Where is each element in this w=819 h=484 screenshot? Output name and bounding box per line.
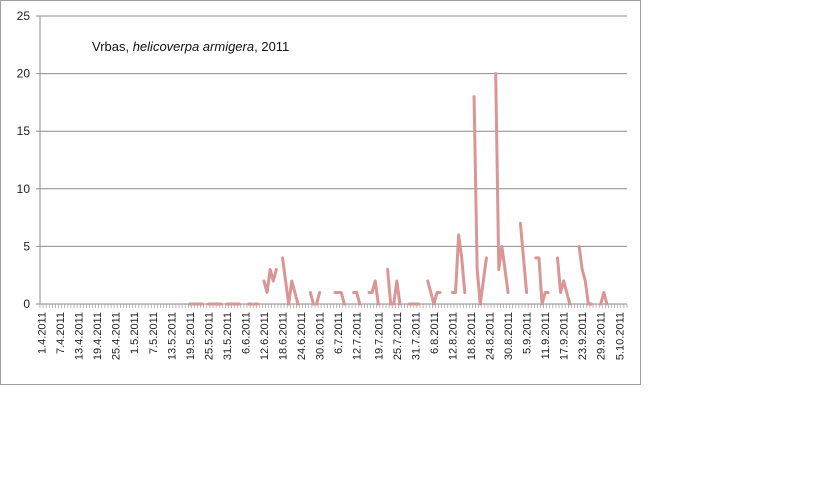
x-tick-label: 7.4.2011 [55,312,67,354]
series-line-segment [426,279,442,306]
y-tick-label: 25 [17,9,31,23]
series-line-segment [494,72,510,294]
series-line-segment [281,256,300,306]
series-line-segment [386,267,402,306]
series-line-segment [518,221,529,294]
x-tick-label: 23.9.2011 [577,312,589,360]
x-tick-label: 30.6.2011 [315,312,327,360]
x-tick-label: 12.8.2011 [447,312,459,360]
series-line-segment [262,267,278,294]
x-tick-label: 25.7.2011 [392,312,404,360]
x-tick-label: 25.5.2011 [203,312,215,360]
x-tick-label: 13.5.2011 [166,312,178,360]
y-tick-label: 5 [23,239,30,253]
x-tick-labels: 1.4.2011 7.4.2011 13.4.2011 19.4.2011 25.4.2… [37,312,627,360]
x-tick-label: 1.5.2011 [129,312,141,354]
chart-area [0,0,641,385]
x-tick-label: 18.6.2011 [278,312,290,360]
x-tick-label: 24.8.2011 [485,312,497,360]
series-line-segment [555,256,572,306]
y-tick-label: 10 [17,182,31,196]
y-tick-labels: 0 5 10 15 20 25 [17,9,31,311]
series-line-segment [577,244,593,306]
x-tick-label: 12.7.2011 [352,312,364,360]
series-line-segment [333,290,346,306]
title-species: helicoverpa armigera [133,39,254,54]
x-tick-label: 29.9.2011 [596,312,608,360]
series-line-segment [450,233,467,294]
title-prefix: Vrbas, [92,39,133,54]
series-line-segment [534,256,550,306]
x-tick-label: 1.4.2011 [37,312,49,354]
series-line-segment [472,95,488,306]
gridlines [40,15,627,247]
x-tick-label: 24.6.2011 [296,312,308,360]
y-tick-label: 15 [17,124,31,138]
series-line-segment [315,290,322,306]
x-tick-label: 7.5.2011 [148,312,160,354]
y-tick-label: 0 [23,297,30,311]
series-line-segment [367,279,380,306]
x-tick-label: 18.8.2011 [466,312,478,360]
x-tick-label: 6.7.2011 [333,312,345,354]
x-tick-label: 12.6.2011 [259,312,271,360]
x-tick-label: 13.4.2011 [74,312,86,360]
series-line-segment [308,290,315,306]
x-tick-label: 30.8.2011 [503,312,515,360]
series-line [188,72,609,306]
x-tick-label: 25.4.2011 [111,312,123,360]
axes [36,15,628,308]
chart-title: Vrbas, helicoverpa armigera, 2011 [92,39,289,54]
x-tick-label: 6.8.2011 [429,312,441,354]
x-tick-label: 19.7.2011 [373,312,385,360]
x-tick-label: 31.7.2011 [410,312,422,360]
x-tick-label: 6.6.2011 [240,312,252,354]
x-tick-label: 5.10.2011 [614,312,626,360]
x-tick-label: 17.9.2011 [559,312,571,360]
series-line-segment [352,290,362,306]
x-tick-label: 31.5.2011 [222,312,234,360]
x-tick-label: 11.9.2011 [540,312,552,359]
y-tick-label: 20 [17,67,31,81]
x-tick-label: 5.9.2011 [522,312,534,354]
title-suffix: , 2011 [254,39,289,54]
x-tick-label: 19.4.2011 [92,312,104,360]
series-line-segment [599,290,609,306]
x-tick-label: 19.5.2011 [185,312,197,360]
